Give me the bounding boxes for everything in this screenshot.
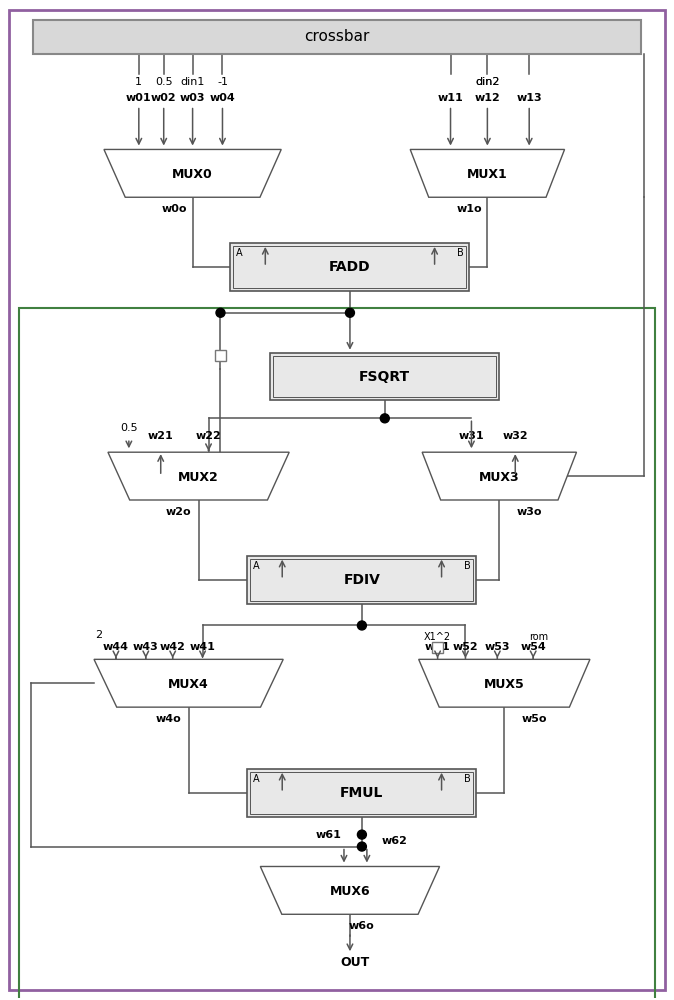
Text: w4o: w4o — [156, 714, 181, 724]
Text: FSQRT: FSQRT — [359, 370, 410, 384]
Text: w41: w41 — [189, 642, 216, 652]
Text: w01: w01 — [126, 93, 152, 103]
Bar — [247, 556, 477, 604]
Text: MUX1: MUX1 — [467, 168, 508, 181]
Bar — [215, 350, 226, 361]
Text: w62: w62 — [381, 836, 408, 846]
Text: A: A — [253, 774, 260, 784]
Polygon shape — [410, 149, 565, 197]
Polygon shape — [419, 659, 590, 707]
Text: 0.5: 0.5 — [155, 77, 173, 87]
Text: w6o: w6o — [349, 921, 375, 931]
Text: w52: w52 — [453, 642, 479, 652]
Text: w42: w42 — [160, 642, 185, 652]
Text: w51: w51 — [425, 642, 450, 652]
Text: B: B — [464, 774, 470, 784]
Text: w5o: w5o — [522, 714, 547, 724]
Text: 2: 2 — [96, 630, 102, 640]
Bar — [250, 772, 473, 814]
Text: w04: w04 — [210, 93, 235, 103]
Bar — [233, 246, 466, 288]
Text: FDIV: FDIV — [344, 573, 380, 587]
Text: w22: w22 — [195, 431, 221, 441]
Text: w03: w03 — [180, 93, 206, 103]
Bar — [432, 642, 443, 653]
Text: w2o: w2o — [166, 507, 191, 517]
Circle shape — [357, 621, 367, 630]
Text: w43: w43 — [133, 642, 158, 652]
Text: rom: rom — [530, 632, 549, 642]
Polygon shape — [108, 452, 289, 500]
Circle shape — [380, 414, 390, 423]
Text: MUX4: MUX4 — [168, 678, 209, 691]
Text: w13: w13 — [516, 93, 542, 103]
Text: FADD: FADD — [329, 260, 371, 274]
Text: MUX0: MUX0 — [173, 168, 213, 181]
Text: MUX3: MUX3 — [479, 471, 520, 484]
Polygon shape — [422, 452, 576, 500]
Text: MUX6: MUX6 — [330, 885, 370, 898]
Text: -1: -1 — [217, 77, 228, 87]
Bar — [247, 769, 477, 817]
Bar — [250, 559, 473, 601]
Text: din1: din1 — [181, 77, 205, 87]
Text: w21: w21 — [148, 431, 174, 441]
Text: din2: din2 — [475, 77, 499, 87]
Text: w02: w02 — [151, 93, 177, 103]
Text: B: B — [464, 561, 470, 571]
Text: w61: w61 — [316, 830, 342, 840]
Text: OUT: OUT — [340, 956, 369, 969]
Bar — [231, 243, 470, 291]
Bar — [270, 353, 499, 400]
Text: w31: w31 — [458, 431, 484, 441]
Text: w11: w11 — [437, 93, 464, 103]
Text: w32: w32 — [502, 431, 528, 441]
Text: w54: w54 — [520, 642, 546, 652]
Text: MUX2: MUX2 — [178, 471, 219, 484]
Polygon shape — [104, 149, 281, 197]
Text: w12: w12 — [474, 93, 500, 103]
Bar — [273, 356, 496, 397]
Circle shape — [346, 308, 355, 317]
Text: crossbar: crossbar — [305, 29, 369, 44]
Polygon shape — [260, 866, 439, 914]
Text: w1o: w1o — [457, 204, 483, 214]
Text: A: A — [237, 248, 243, 258]
Text: FMUL: FMUL — [340, 786, 384, 800]
Text: B: B — [457, 248, 464, 258]
Text: w44: w44 — [103, 642, 129, 652]
Circle shape — [357, 842, 367, 851]
Text: 1: 1 — [135, 77, 142, 87]
Circle shape — [357, 830, 367, 839]
Text: A: A — [253, 561, 260, 571]
Bar — [33, 20, 641, 54]
Text: w0o: w0o — [162, 204, 187, 214]
Text: MUX5: MUX5 — [484, 678, 524, 691]
Text: w3o: w3o — [516, 507, 542, 517]
Circle shape — [216, 308, 225, 317]
Polygon shape — [94, 659, 283, 707]
Text: w53: w53 — [485, 642, 510, 652]
Bar — [20, 308, 654, 1000]
Text: X1^2: X1^2 — [424, 632, 451, 642]
Text: din2: din2 — [475, 77, 499, 87]
Text: 0.5: 0.5 — [120, 423, 137, 433]
